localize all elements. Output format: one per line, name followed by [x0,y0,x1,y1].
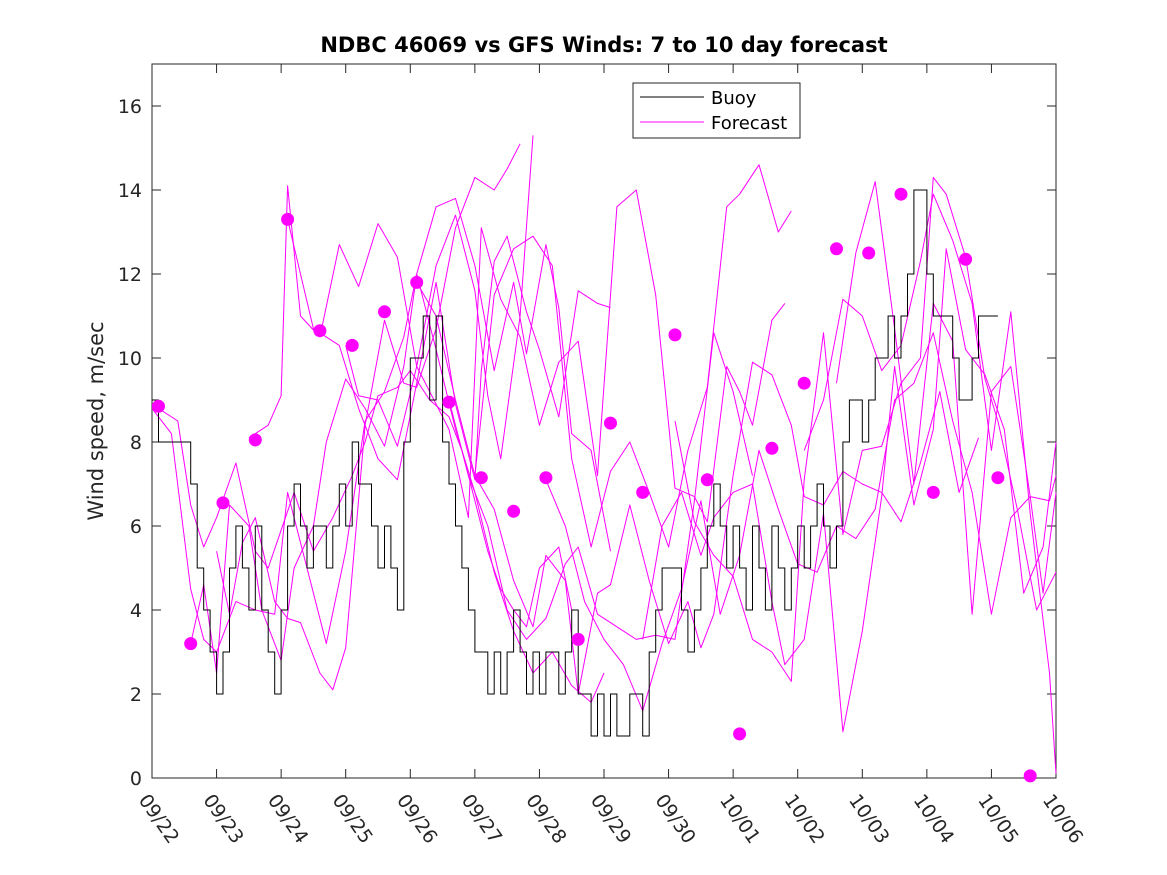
legend-box [632,82,801,139]
y-tick-label: 16 [118,96,142,118]
y-tick-label: 0 [130,768,142,790]
x-tick-label: 09/24 [263,790,312,847]
y-axis-label: Wind speed, m/sec [84,321,108,520]
forecast-marker [507,504,521,518]
forecast-line [803,193,1057,774]
forecast-marker [926,485,940,499]
forecast-line [674,176,1057,682]
forecast-marker [604,416,617,430]
forecast-marker [539,471,553,485]
y-tick-label: 4 [130,600,142,622]
forecast-marker [1023,769,1037,783]
forecast-line [416,164,792,548]
chart-title: NDBC 46069 vs GFS Winds: 7 to 10 day for… [320,33,887,57]
forecast-marker [345,338,359,352]
forecast-markers [152,187,1037,783]
forecast-line [642,248,1057,733]
forecast-line [190,197,611,674]
x-tick-labels: 09/22 09/23 09/24 09/25 09/26 09/27 09/28 09/29… [134,790,1087,847]
forecast-marker [636,485,650,499]
forecast-marker [797,376,811,390]
forecast-marker [281,212,295,226]
legend: Buoy Forecast [632,82,801,139]
forecast-marker [700,473,714,487]
forecast-line [151,370,573,628]
forecast-line [448,332,753,640]
x-tick-label: 09/28 [521,790,570,847]
y-tick-label: 12 [118,264,142,286]
legend-label-buoy: Buoy [711,88,757,109]
x-tick-label: 10/05 [973,790,1022,847]
forecast-marker [442,395,456,409]
x-tick-label: 10/06 [1038,790,1087,847]
forecast-line [287,219,611,481]
y-tick-label: 8 [130,432,142,454]
x-tick-label: 09/25 [328,790,377,847]
forecast-line [474,361,979,695]
forecast-marker [378,305,391,319]
forecast-line [345,189,786,523]
forecast-marker [474,471,488,485]
x-tick-label: 09/30 [650,790,699,847]
plot-area [151,63,1057,779]
x-tick-label: 10/03 [844,790,893,847]
x-tick-label: 10/02 [780,790,829,847]
y-tick-label: 14 [118,180,142,202]
y-tick-label: 2 [130,684,142,706]
buoy-line-group [152,189,998,737]
y-tick-labels: 0 2 4 6 8 10 12 14 16 [118,96,142,790]
x-tick-label: 09/29 [586,790,635,847]
forecast-marker [830,242,843,256]
x-tick-label: 09/23 [198,790,247,847]
y-tick-label: 6 [130,516,142,538]
y-tick-label: 10 [118,348,142,370]
x-tick-label: 09/22 [134,790,183,847]
forecast-marker [894,187,908,201]
forecast-marker [571,632,585,646]
forecast-marker [765,441,779,455]
forecast-marker [184,637,198,651]
forecast-marker [410,275,424,289]
forecast-marker [216,496,230,510]
buoy-line [152,189,998,737]
forecast-marker [862,246,876,260]
forecast-marker [313,324,327,338]
forecast-line [216,143,521,691]
forecast-marker [959,252,973,266]
x-tick-label: 10/04 [909,790,958,847]
forecast-lines [151,135,1057,774]
forecast-marker [248,433,262,447]
x-tick-label: 09/27 [457,790,506,847]
forecast-marker [152,399,165,413]
legend-label-forecast: Forecast [711,113,787,134]
x-tick-label: 10/01 [715,790,764,847]
forecast-line [151,273,605,703]
forecast-marker [991,471,1005,485]
forecast-marker [733,727,747,741]
x-tick-label: 09/26 [392,790,441,847]
forecast-marker [668,328,682,342]
axis-ticks [151,64,1057,779]
